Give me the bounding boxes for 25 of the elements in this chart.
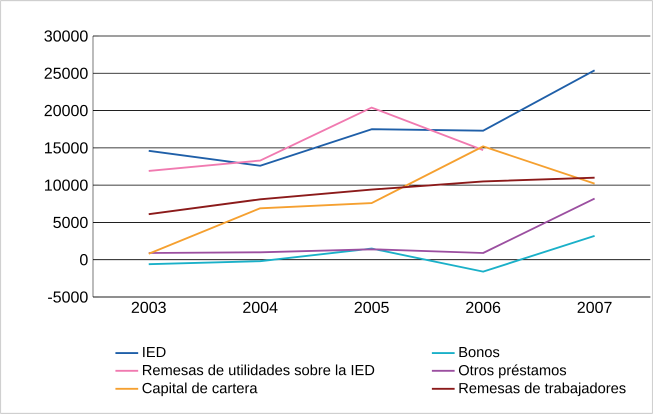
- y-tick-label: 5000: [53, 216, 88, 228]
- line-series: [148, 69, 596, 167]
- y-tick-label: 30000: [44, 30, 88, 42]
- y-tick-label: 25000: [44, 68, 88, 79]
- line-series: [148, 234, 596, 273]
- x-tick-label: 2005: [354, 302, 389, 314]
- line-series: [148, 176, 596, 216]
- y-tick-label: 15000: [45, 142, 88, 154]
- line-series: [148, 198, 596, 254]
- x-tick-label: 2006: [466, 302, 500, 314]
- legend-label: IED: [143, 346, 166, 358]
- legend-label: Remesas de utilidades sobre la IED: [142, 364, 374, 376]
- line-series: [148, 106, 484, 172]
- y-tick-label: 20000: [44, 104, 88, 116]
- x-tick-label: 2007: [578, 302, 612, 314]
- legend-label: Remesas de trabajadores: [459, 382, 626, 396]
- y-tick-label: 0: [80, 254, 88, 266]
- legend-label: Otros préstamos: [458, 364, 566, 378]
- y-tick-label: 10000: [45, 179, 88, 191]
- x-tick-label: 2003: [132, 302, 166, 314]
- legend-label: Bonos: [459, 346, 500, 358]
- y-tick-label: -5000: [48, 291, 88, 303]
- legend-label: Capital de cartera: [142, 382, 258, 396]
- line-series: [148, 145, 596, 255]
- x-tick-label: 2004: [243, 302, 278, 314]
